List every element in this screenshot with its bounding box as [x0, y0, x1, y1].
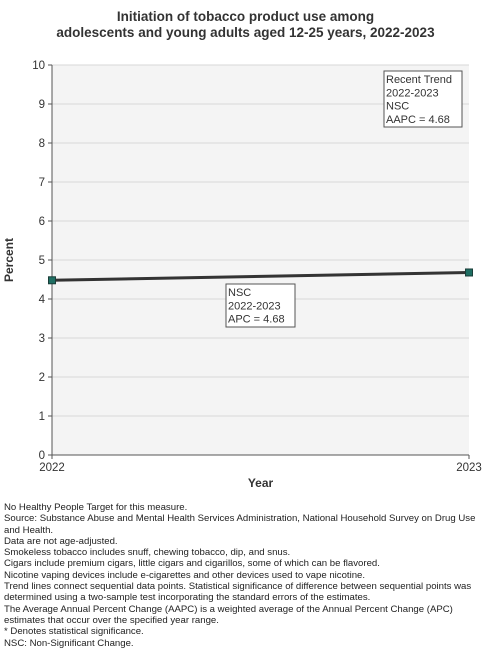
chart-title: Initiation of tobacco product use among … — [0, 9, 491, 41]
annotation-text: NSC — [386, 101, 409, 113]
footnote: Data are not age-adjusted. — [4, 535, 118, 547]
annotation-text: Recent Trend — [386, 74, 452, 86]
footnote: Trend lines connect sequential data poin… — [4, 581, 472, 604]
footnote: * Denotes statistical significance. — [4, 626, 144, 638]
data-point — [465, 268, 473, 277]
x-tick-label: 2022 — [39, 462, 65, 474]
footnote: Nicotine vaping devices include e-cigare… — [4, 569, 366, 581]
y-tick-label: 6 — [39, 216, 45, 228]
chart-title-line-2: adolescents and young adults aged 12-25 … — [56, 25, 435, 40]
y-tick-label: 0 — [39, 450, 45, 462]
annotation-text: APC = 4.68 — [228, 314, 285, 326]
y-tick-label: 9 — [39, 99, 45, 111]
y-tick-label: 10 — [32, 60, 45, 72]
annotation-text: NSC — [228, 287, 251, 299]
footnote: Source: Substance Abuse and Mental Healt… — [4, 513, 476, 536]
annotation-box — [225, 283, 296, 328]
footnote: Cigars include premium cigars, little ci… — [4, 558, 380, 570]
footnote: NSC: Non-Significant Change. — [4, 637, 134, 649]
y-tick-label: 7 — [39, 177, 45, 189]
y-tick-label: 1 — [39, 411, 45, 423]
y-tick-label: 4 — [39, 294, 46, 306]
annotation-text: 2022-2023 — [386, 87, 439, 99]
footnote: No Healthy People Target for this measur… — [4, 502, 188, 513]
data-point — [48, 276, 56, 285]
line-chart: 0 1 2 3 4 5 6 7 8 9 10 2022 2023 Year Percent Recent Tr… — [2, 60, 482, 490]
x-tick-label: 2023 — [456, 462, 482, 474]
series-line — [51, 270, 470, 282]
annotation-box — [383, 70, 463, 128]
y-tick-label: 5 — [39, 255, 45, 267]
footnotes: No Healthy People Target for this measur… — [4, 502, 488, 649]
footnote: Smokeless tobacco includes snuff, chewin… — [4, 547, 291, 559]
x-axis-label: Year — [248, 476, 274, 490]
annotation-text: 2022-2023 — [228, 300, 281, 312]
y-axis-label: Percent — [2, 238, 16, 282]
chart-title-line-1: Initiation of tobacco product use among — [116, 9, 375, 24]
y-tick-label: 8 — [39, 138, 45, 150]
y-tick-label: 3 — [39, 333, 45, 345]
annotation-text: AAPC = 4.68 — [386, 114, 450, 126]
y-tick-label: 2 — [39, 372, 45, 384]
footnote: The Average Annual Percent Change (AAPC)… — [4, 603, 453, 626]
